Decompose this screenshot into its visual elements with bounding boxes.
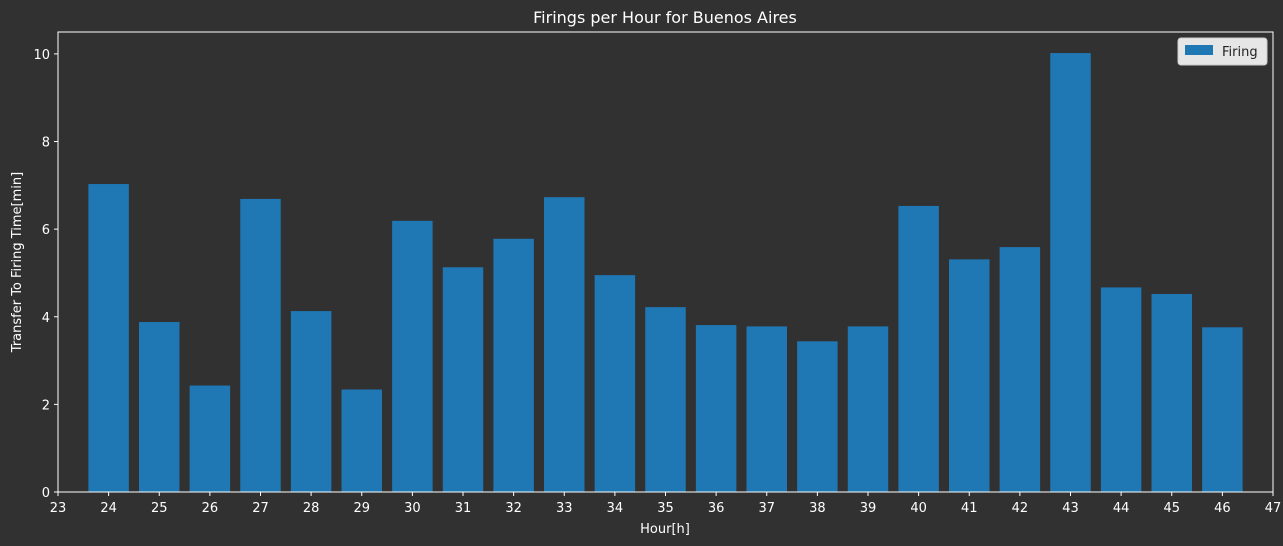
bar-hour-32 — [493, 238, 534, 492]
x-tick-label: 38 — [809, 501, 826, 516]
bar-hour-36 — [695, 325, 737, 492]
x-tick-label: 44 — [1113, 501, 1130, 516]
legend-box — [1177, 37, 1268, 66]
x-tick-label: 39 — [860, 501, 877, 516]
bar-hour-26 — [189, 385, 231, 492]
bar-hour-40 — [898, 205, 939, 492]
x-tick-label: 31 — [455, 501, 472, 516]
legend: Firing — [1177, 37, 1268, 66]
bar-hour-38 — [797, 341, 838, 492]
bars-group — [88, 53, 1243, 493]
x-tick-label: 36 — [708, 501, 725, 516]
bar-hour-31 — [442, 267, 484, 492]
bar-hour-43 — [1050, 53, 1091, 493]
bar-hour-42 — [999, 247, 1041, 492]
x-tick-label: 24 — [100, 501, 117, 516]
bar-hour-45 — [1151, 293, 1192, 492]
bar-hour-33 — [544, 197, 585, 492]
y-tick-label: 8 — [42, 136, 50, 151]
x-tick-label: 33 — [556, 501, 573, 516]
bar-hour-25 — [139, 322, 180, 492]
bar-hour-46 — [1202, 327, 1243, 492]
bar-hour-30 — [392, 220, 433, 493]
bar-hour-41 — [949, 259, 990, 492]
x-tick-label: 41 — [961, 501, 978, 516]
x-tick-label: 23 — [50, 501, 67, 516]
x-axis-label: Hour[h] — [640, 522, 690, 537]
x-tick-label: 35 — [657, 501, 674, 516]
bar-hour-37 — [746, 326, 787, 492]
y-tick-label: 2 — [42, 398, 50, 413]
x-tick-label: 42 — [1012, 501, 1029, 516]
bar-hour-28 — [290, 311, 332, 492]
x-tick-label: 32 — [505, 501, 522, 516]
x-tick-label: 40 — [910, 501, 927, 516]
x-tick-label: 28 — [303, 501, 320, 516]
legend-label-firing: Firing — [1222, 45, 1258, 60]
x-tick-label: 29 — [353, 501, 370, 516]
x-tick-label: 47 — [1265, 501, 1282, 516]
y-tick-label: 0 — [42, 486, 50, 501]
x-tick-label: 43 — [1062, 501, 1079, 516]
x-axis-ticks: 23 24 25 26 27 28 29 30 31 32 33 34 35 36 37 38 39 40 41 42… — [50, 492, 1282, 516]
x-tick-label: 26 — [202, 501, 219, 516]
plot-frame — [57, 31, 1274, 493]
y-tick-label: 10 — [33, 48, 50, 63]
x-tick-label: 34 — [607, 501, 624, 516]
bar-hour-35 — [645, 307, 686, 492]
x-tick-label: 27 — [252, 501, 269, 516]
x-tick-label: 30 — [404, 501, 421, 516]
bar-hour-34 — [594, 275, 636, 492]
y-axis-ticks: 0 2 4 6 8 10 — [33, 48, 58, 501]
y-axis-label: Transfer To Firing Time[min] — [10, 172, 25, 353]
x-tick-label: 25 — [151, 501, 168, 516]
bar-hour-27 — [240, 198, 281, 492]
x-tick-label: 45 — [1163, 501, 1180, 516]
bar-hour-39 — [847, 326, 889, 492]
y-tick-label: 4 — [42, 311, 50, 326]
x-tick-label: 46 — [1214, 501, 1231, 516]
x-tick-label: 37 — [758, 501, 775, 516]
y-tick-label: 6 — [42, 223, 50, 238]
bar-hour-29 — [341, 389, 382, 492]
bar-hour-44 — [1100, 287, 1142, 492]
legend-swatch — [1185, 45, 1213, 55]
chart-title: Firings per Hour for Buenos Aires — [533, 8, 797, 27]
bar-hour-24 — [88, 184, 129, 492]
